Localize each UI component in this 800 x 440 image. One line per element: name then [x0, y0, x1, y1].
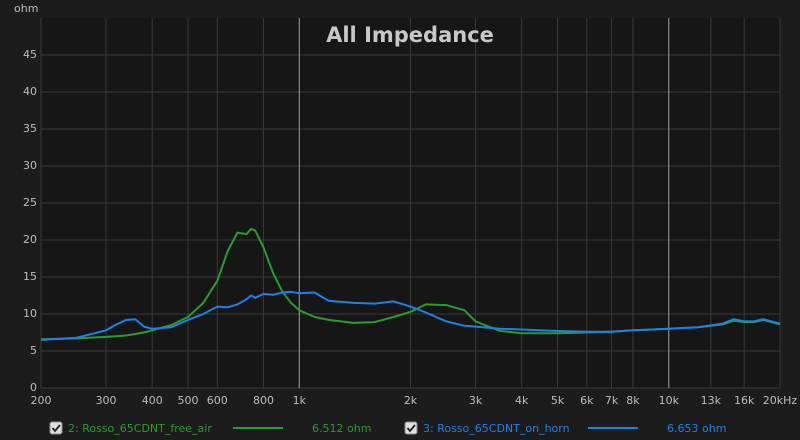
y-tick-label: 25 — [23, 196, 37, 209]
legend-checkbox[interactable] — [49, 421, 63, 435]
x-tick-label: 7k — [605, 394, 619, 407]
legend-label: 2: Rosso_65CDNT_free_air — [68, 422, 212, 435]
y-tick-label: 35 — [23, 122, 37, 135]
x-tick-label: 5k — [551, 394, 565, 407]
x-tick-label: 8k — [626, 394, 640, 407]
y-tick-label: 30 — [23, 159, 37, 172]
y-tick-label: 40 — [23, 85, 37, 98]
grid: 0 5 10 15 20 25 30 35 40 45 200 300 400 500 600 800 1k 2k… — [23, 18, 797, 407]
y-tick-label: 0 — [30, 381, 37, 394]
x-tick-label: 3k — [469, 394, 483, 407]
x-tick-label: 4k — [515, 394, 529, 407]
x-tick-label: 300 — [96, 394, 117, 407]
series-line — [40, 290, 781, 341]
x-tick-label: 10k — [659, 394, 680, 407]
x-tick-label: 13k — [701, 394, 722, 407]
x-tick-label: 600 — [207, 394, 228, 407]
x-tick-label: 200 — [31, 394, 52, 407]
y-tick-label: 10 — [23, 307, 37, 320]
x-tick-label: 20kHz — [763, 394, 798, 407]
x-tick-label: 800 — [253, 394, 274, 407]
y-axis-label: ohm — [14, 2, 38, 15]
y-tick-label: 45 — [23, 48, 37, 61]
lines — [40, 227, 781, 341]
x-tick-label: 2k — [404, 394, 418, 407]
x-tick-label: 6k — [580, 394, 594, 407]
legend-label: 3: Rosso_65CDNT_on_horn — [423, 422, 570, 435]
y-tick-label: 5 — [30, 344, 37, 357]
y-tick-label: 15 — [23, 270, 37, 283]
legend-check[interactable] — [406, 424, 416, 433]
legend-value: 6.653 ohm — [667, 422, 726, 435]
x-tick-label: 16k — [734, 394, 755, 407]
x-tick-label: 500 — [178, 394, 199, 407]
legend: 2: Rosso_65CDNT_free_air 6.512 ohm 3: Ross… — [49, 421, 726, 435]
x-tick-label: 1k — [293, 394, 307, 407]
x-tick-label: 400 — [142, 394, 163, 407]
chart-title: All Impedance — [326, 23, 494, 47]
legend-check[interactable] — [51, 424, 61, 433]
y-tick-label: 20 — [23, 233, 37, 246]
legend-checkbox[interactable] — [404, 421, 418, 435]
legend-value: 6.512 ohm — [312, 422, 371, 435]
